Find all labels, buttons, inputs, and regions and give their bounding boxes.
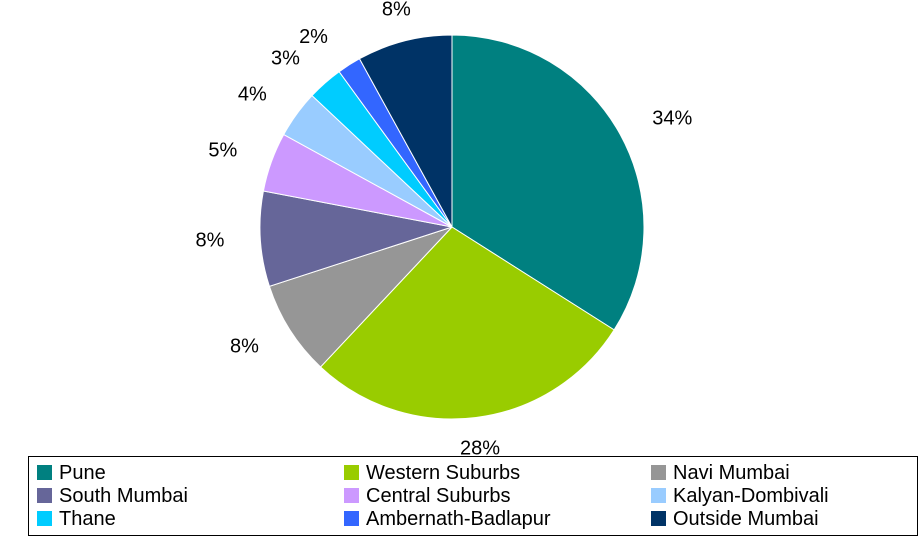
slice-value-label: 34%: [652, 107, 692, 129]
pie-slice-navi-mumbai: [268, 226, 453, 368]
legend-item: Pune: [37, 461, 344, 484]
legend-swatch: [344, 511, 359, 526]
pie-slices: [259, 34, 645, 420]
legend-label: Central Suburbs: [366, 484, 511, 507]
legend-label: Kalyan-Dombivali: [673, 484, 829, 507]
legend-swatch: [344, 465, 359, 480]
legend-label: Pune: [59, 461, 106, 484]
slice-value-label: 3%: [271, 47, 300, 69]
slice-value-label: 8%: [230, 335, 259, 357]
slice-value-label: 8%: [382, 0, 411, 20]
legend-label: Western Suburbs: [366, 461, 521, 484]
legend-item: Central Suburbs: [344, 484, 651, 507]
legend-label: South Mumbai: [59, 484, 188, 507]
pie-slice-pune: [451, 34, 645, 331]
legend-label: Thane: [59, 507, 116, 530]
slice-value-label: 2%: [299, 26, 328, 48]
legend-item: Thane: [37, 507, 344, 530]
legend-item: Western Suburbs: [344, 461, 651, 484]
legend-swatch: [651, 511, 666, 526]
pie-slice-south-mumbai: [259, 190, 453, 287]
legend-grid: Pune Western Suburbs Navi Mumbai South Mumb…: [37, 461, 917, 530]
legend-swatch: [651, 488, 666, 503]
slice-value-label: 4%: [238, 84, 267, 106]
legend-swatch: [344, 488, 359, 503]
pie-slice-outside-mumbai: [358, 34, 453, 228]
legend-item: South Mumbai: [37, 484, 344, 507]
legend-swatch: [37, 465, 52, 480]
legend-label: Outside Mumbai: [673, 507, 819, 530]
legend-item: Navi Mumbai: [651, 461, 911, 484]
pie-labels: 34% 28% 8% 8% 5% 4%3%2% 8%: [196, 0, 693, 455]
pie-chart: 34% 28% 8% 8% 5% 4%3%2% 8%: [196, 0, 693, 455]
slice-value-label: 5%: [208, 139, 237, 161]
legend-item: Ambernath-Badlapur: [344, 507, 651, 530]
chart-legend: Pune Western Suburbs Navi Mumbai South Mumb…: [28, 456, 918, 536]
legend-swatch: [37, 511, 52, 526]
slice-value-label: 8%: [196, 229, 225, 251]
legend-swatch: [37, 488, 52, 503]
slice-value-label: 28%: [460, 438, 500, 455]
legend-item: Outside Mumbai: [651, 507, 911, 530]
legend-label: Ambernath-Badlapur: [366, 507, 551, 530]
pie-slice-western-suburbs: [319, 226, 615, 420]
legend-swatch: [651, 465, 666, 480]
legend-label: Navi Mumbai: [673, 461, 790, 484]
legend-item: Kalyan-Dombivali: [651, 484, 911, 507]
